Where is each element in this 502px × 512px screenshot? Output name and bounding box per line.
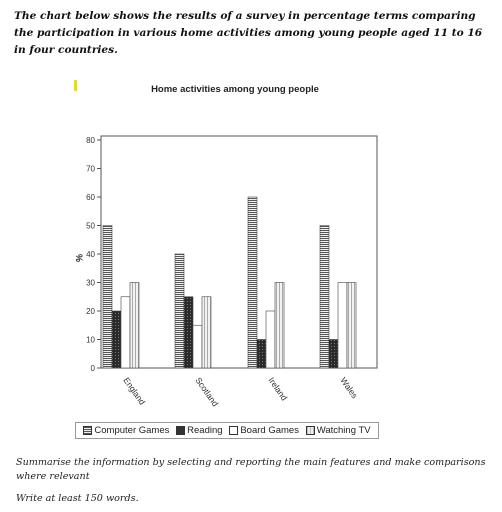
chart-legend: Computer Games Reading Board Games Watch… <box>75 422 379 439</box>
x-tick-label: Ireland <box>266 375 289 402</box>
y-tick-label: 30 <box>86 279 95 288</box>
legend-swatch-watching-tv <box>305 426 315 435</box>
legend-item-board-games: Board Games <box>229 425 299 436</box>
intro-text: The chart below shows the results of a s… <box>14 10 483 56</box>
legend-swatch-reading <box>176 426 186 435</box>
bar-reading <box>183 296 194 369</box>
y-tick-label: 60 <box>86 193 95 202</box>
plot-frame <box>100 135 378 369</box>
legend-item-reading: Reading <box>176 425 223 436</box>
y-tick-label: 80 <box>86 136 95 145</box>
legend-item-computer-games: Computer Games <box>83 425 169 436</box>
legend-item-watching-tv: Watching TV <box>305 425 371 436</box>
bar-computer-games <box>247 196 258 369</box>
task-instructions: Summarise the information by selecting a… <box>16 456 486 506</box>
y-tick-label: 20 <box>86 307 95 316</box>
bar-watching-tv <box>129 282 140 369</box>
bar-watching-tv <box>346 282 357 369</box>
task-text: Summarise the information by selecting a… <box>16 457 486 482</box>
y-tick-label: 0 <box>91 364 96 373</box>
x-tick-label: Wales <box>338 375 360 400</box>
bar-computer-games <box>319 225 330 369</box>
y-tick-label: 40 <box>86 250 95 259</box>
chart-title: Home activities among young people <box>151 84 319 95</box>
highlight-marker <box>74 80 77 91</box>
bar-board-games <box>337 282 348 369</box>
x-tick-label: Scotland <box>193 375 220 408</box>
y-tick-label: 10 <box>86 336 95 345</box>
legend-swatch-computer-games <box>83 426 93 435</box>
bar-watching-tv <box>274 282 285 369</box>
legend-label-watching-tv: Watching TV <box>316 425 371 436</box>
legend-label-computer-games: Computer Games <box>94 425 170 436</box>
x-tick-label: England <box>121 375 147 407</box>
bar-reading <box>256 339 267 369</box>
bar-board-games <box>192 324 203 369</box>
legend-swatch-board-games <box>229 426 239 435</box>
bar-reading <box>328 339 339 369</box>
legend-label-reading: Reading <box>187 425 223 436</box>
bar-computer-games <box>174 253 185 369</box>
bar-board-games <box>120 296 131 369</box>
y-axis-title: % <box>74 254 84 262</box>
legend-label-board-games: Board Games <box>240 425 299 436</box>
y-tick-label: 50 <box>86 222 95 231</box>
bar-watching-tv <box>201 296 212 369</box>
bar-board-games <box>265 310 276 369</box>
word-count-text: Write at least 150 words. <box>16 493 139 504</box>
y-tick-label: 70 <box>86 165 95 174</box>
bar-reading <box>111 310 122 369</box>
bar-computer-games <box>102 225 113 369</box>
